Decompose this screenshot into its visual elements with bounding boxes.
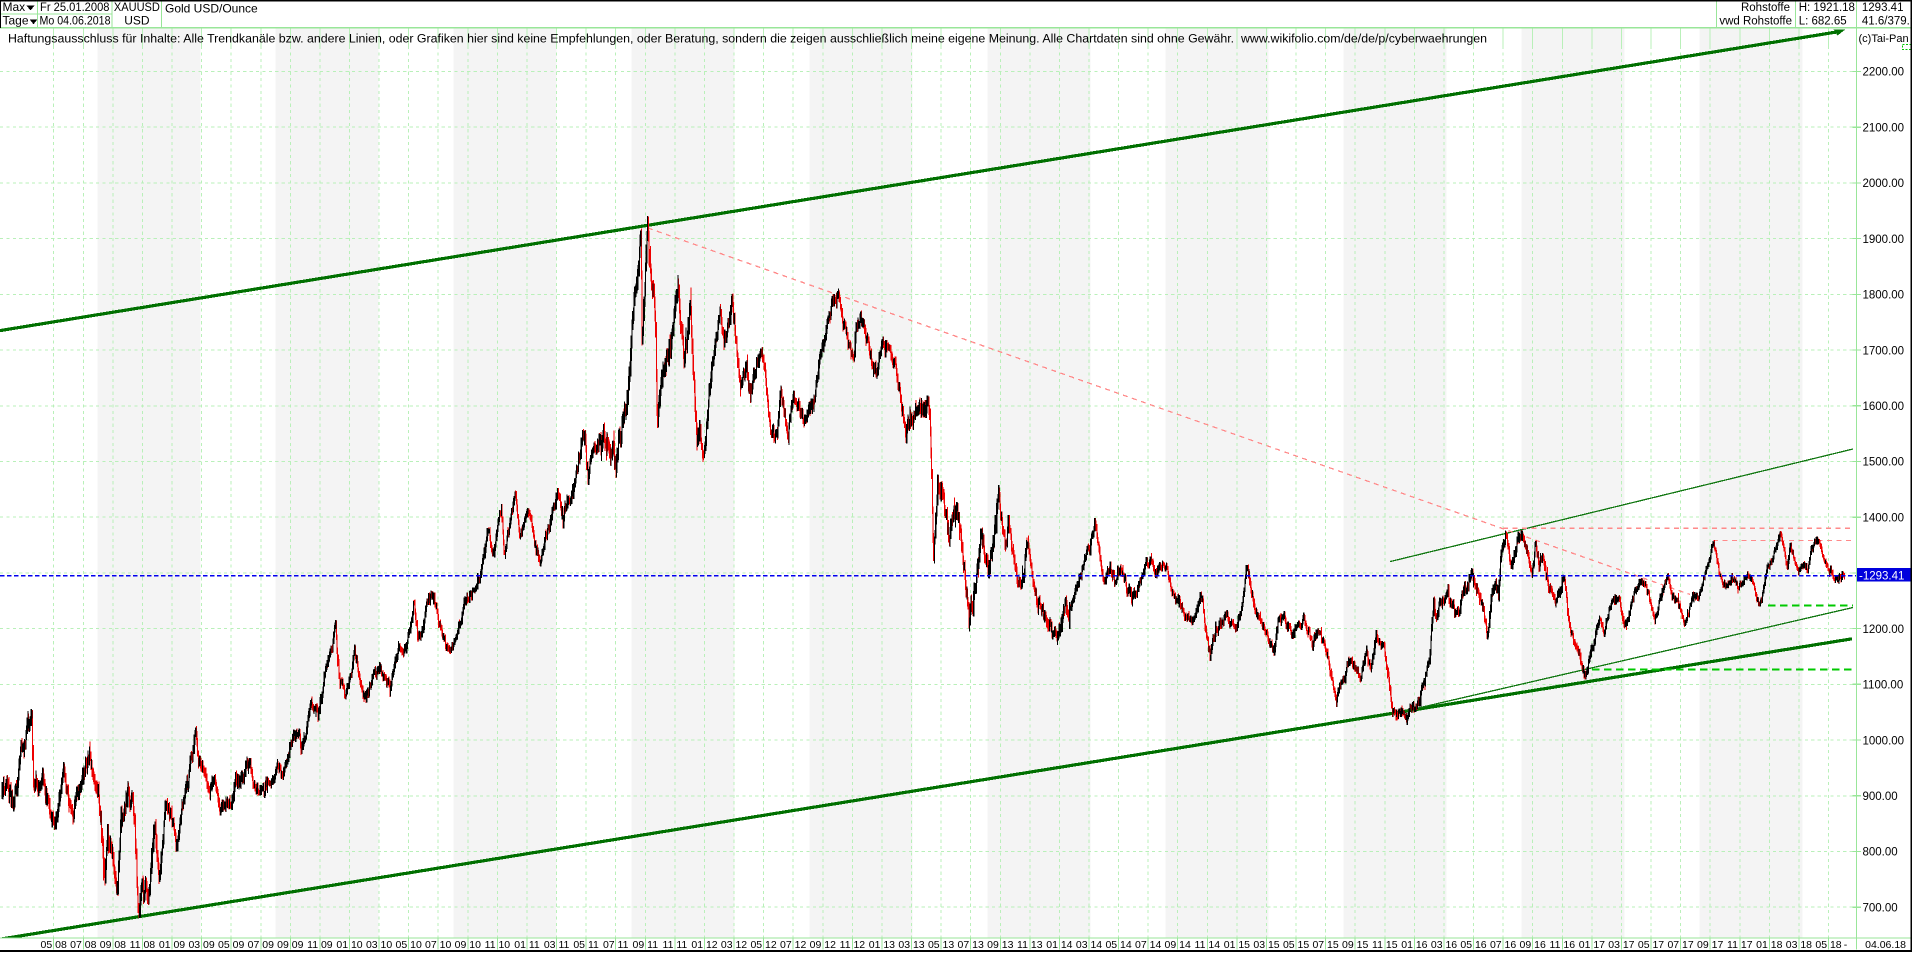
svg-text:09 13: 09 13 xyxy=(987,939,1013,951)
svg-text:05 16: 05 16 xyxy=(1460,939,1486,951)
svg-text:11 08: 11 08 xyxy=(130,939,156,951)
svg-text:11 09: 11 09 xyxy=(307,939,333,951)
svg-text:2200.00: 2200.00 xyxy=(1863,67,1905,79)
svg-text:(c)Tai-Pan: (c)Tai-Pan xyxy=(1859,33,1909,45)
svg-text:XAUUSD: XAUUSD xyxy=(114,0,160,14)
svg-text:Mo 04.06.2018: Mo 04.06.2018 xyxy=(40,14,111,28)
svg-text:09 10: 09 10 xyxy=(455,939,481,951)
svg-text:vwd Rohstoffe: vwd Rohstoffe xyxy=(1719,15,1792,27)
svg-text:07 10: 07 10 xyxy=(425,939,451,951)
svg-text:07 12: 07 12 xyxy=(780,939,806,951)
svg-text:07 16: 07 16 xyxy=(1490,939,1516,951)
svg-text:07 17: 07 17 xyxy=(1667,939,1693,951)
svg-text:01 12: 01 12 xyxy=(691,939,717,951)
svg-text:03 10: 03 10 xyxy=(366,939,392,951)
svg-text:05 09: 05 09 xyxy=(218,939,244,951)
svg-text:Haftungsausschluss für Inhalte: Haftungsausschluss für Inhalte: Alle Tre… xyxy=(8,32,1487,46)
svg-text:01 09: 01 09 xyxy=(159,939,185,951)
svg-text:01 14: 01 14 xyxy=(1046,939,1072,951)
svg-text:09 15: 09 15 xyxy=(1342,939,1368,951)
svg-text:1500.00: 1500.00 xyxy=(1863,457,1905,469)
svg-text:Gold USD/Ounce: Gold USD/Ounce xyxy=(165,2,258,16)
svg-text:USD: USD xyxy=(124,14,150,28)
svg-text:03 15: 03 15 xyxy=(1253,939,1279,951)
svg-text:03 17: 03 17 xyxy=(1608,939,1634,951)
svg-text:800.00: 800.00 xyxy=(1863,847,1898,859)
svg-text:09 14: 09 14 xyxy=(1165,939,1191,951)
svg-text:05 17: 05 17 xyxy=(1638,939,1664,951)
svg-text:04.06.18: 04.06.18 xyxy=(1865,939,1906,951)
svg-text:1600.00: 1600.00 xyxy=(1863,401,1905,413)
svg-text:05 15: 05 15 xyxy=(1283,939,1309,951)
svg-text:07 13: 07 13 xyxy=(958,939,984,951)
svg-text:01 11: 01 11 xyxy=(514,939,540,951)
svg-text:09 11: 09 11 xyxy=(633,939,659,951)
svg-text:05 10: 05 10 xyxy=(396,939,422,951)
svg-text:1293.41: 1293.41 xyxy=(1862,2,1904,14)
svg-text:Max: Max xyxy=(3,0,26,14)
svg-text:700.00: 700.00 xyxy=(1863,902,1898,914)
svg-text:07 09: 07 09 xyxy=(248,939,274,951)
svg-text:03 09: 03 09 xyxy=(188,939,214,951)
svg-text:09 12: 09 12 xyxy=(810,939,836,951)
svg-text:11 14: 11 14 xyxy=(1195,939,1221,951)
svg-text:1400.00: 1400.00 xyxy=(1863,512,1905,524)
svg-text:900.00: 900.00 xyxy=(1863,791,1898,803)
svg-text:05 11: 05 11 xyxy=(573,939,599,951)
svg-text:Rohstoffe: Rohstoffe xyxy=(1741,2,1790,14)
svg-text:05 18: 05 18 xyxy=(1815,939,1841,951)
svg-text:07 08: 07 08 xyxy=(70,939,96,951)
svg-text:01 16: 01 16 xyxy=(1401,939,1427,951)
svg-text:03 13: 03 13 xyxy=(898,939,924,951)
svg-text:03 14: 03 14 xyxy=(1076,939,1102,951)
svg-text:09 09: 09 09 xyxy=(277,939,303,951)
svg-text:11 12: 11 12 xyxy=(840,939,866,951)
svg-text:07 11: 07 11 xyxy=(603,939,629,951)
svg-text:H: 1921.18: H: 1921.18 xyxy=(1799,2,1855,14)
svg-text:2000.00: 2000.00 xyxy=(1863,178,1905,190)
svg-text:2100.00: 2100.00 xyxy=(1863,122,1905,134)
svg-text:09 17: 09 17 xyxy=(1697,939,1723,951)
svg-text:03 16: 03 16 xyxy=(1431,939,1457,951)
svg-text:01 18: 01 18 xyxy=(1756,939,1782,951)
svg-text:11 10: 11 10 xyxy=(485,939,511,951)
svg-text:05 14: 05 14 xyxy=(1105,939,1131,951)
svg-text:11 11: 11 11 xyxy=(663,939,688,951)
svg-text:01 10: 01 10 xyxy=(336,939,362,951)
svg-text:03 12: 03 12 xyxy=(721,939,747,951)
svg-text:1800.00: 1800.00 xyxy=(1863,290,1905,302)
svg-text:07 14: 07 14 xyxy=(1135,939,1161,951)
svg-text:11 16: 11 16 xyxy=(1550,939,1576,951)
svg-text:11 13: 11 13 xyxy=(1017,939,1043,951)
svg-text:11 17: 11 17 xyxy=(1727,939,1753,951)
svg-text:1700.00: 1700.00 xyxy=(1863,345,1905,357)
svg-text:Fr 25.01.2008: Fr 25.01.2008 xyxy=(40,0,110,14)
svg-text:L: 682.65: L: 682.65 xyxy=(1799,15,1847,27)
svg-text:01 15: 01 15 xyxy=(1224,939,1250,951)
svg-text:Tage: Tage xyxy=(3,14,29,28)
svg-text:11 15: 11 15 xyxy=(1372,939,1398,951)
svg-text:05 12: 05 12 xyxy=(750,939,776,951)
svg-text:01 17: 01 17 xyxy=(1579,939,1605,951)
svg-text:05 13: 05 13 xyxy=(928,939,954,951)
svg-text:1900.00: 1900.00 xyxy=(1863,234,1905,246)
svg-text:05 08: 05 08 xyxy=(41,939,67,951)
svg-text:09 16: 09 16 xyxy=(1520,939,1546,951)
svg-text:03 11: 03 11 xyxy=(544,939,570,951)
svg-text:-1293.41: -1293.41 xyxy=(1859,571,1904,583)
svg-text:1000.00: 1000.00 xyxy=(1863,735,1905,747)
svg-text:1100.00: 1100.00 xyxy=(1863,680,1904,692)
svg-text:03 18: 03 18 xyxy=(1786,939,1812,951)
svg-text:-: - xyxy=(1844,939,1848,951)
svg-text:41.6/379.9: 41.6/379.9 xyxy=(1862,15,1912,27)
svg-text:07 15: 07 15 xyxy=(1312,939,1338,951)
svg-text:09 08: 09 08 xyxy=(100,939,126,951)
svg-text:1200.00: 1200.00 xyxy=(1863,624,1905,636)
svg-text:01 13: 01 13 xyxy=(869,939,895,951)
